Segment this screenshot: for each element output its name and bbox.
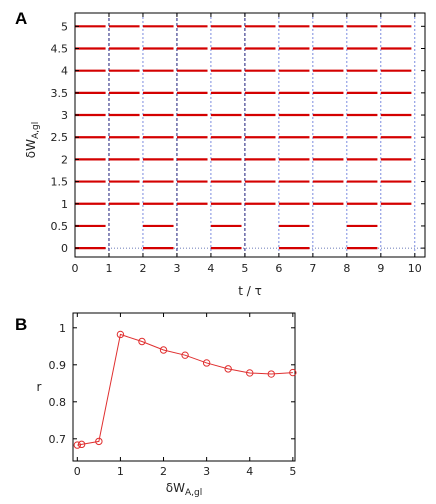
x-tick-label: 0 [74,465,81,478]
data-point [116,330,125,339]
x-tick-label: 2 [139,262,146,275]
y-tick-label: 5 [61,20,68,33]
x-tick-label: 0 [72,262,79,275]
data-point [77,440,86,449]
data-point [202,359,211,367]
x-axis-label: δWA,gl [166,481,202,498]
x-tick-label: 2 [160,465,167,478]
x-tick-label: 4 [246,465,253,478]
x-axis-label: t / τ [238,284,262,298]
x-tick-label: 10 [408,262,422,275]
x-tick-label: 1 [117,465,124,478]
panel-letter-b: B [15,315,27,334]
plot-frame [72,312,296,462]
data-point [95,437,103,446]
y-tick-label: 3 [61,109,68,122]
y-tick-label: 2.5 [51,131,69,144]
x-tick-label: 8 [343,262,350,275]
x-tick-label: 6 [275,262,282,275]
y-tick-label: 0 [61,242,68,255]
x-tick-label: 4 [207,262,214,275]
data-point [73,441,82,449]
data-point [181,351,189,359]
x-tick-label: 5 [241,262,248,275]
plot-frame [74,12,426,258]
y-tick-label: 3.5 [51,87,69,100]
data-point [138,337,146,346]
panel-b-line-chart: B 0 1 2 3 4 5 0.7 0.8 0.9 1 δWA,gl r [15,312,297,498]
x-tick-label: 3 [203,465,210,478]
y-tick-label: 4.5 [51,42,69,55]
x-tick-label: 7 [309,262,316,275]
y-tick-label: 0.9 [49,359,67,372]
y-tick-label: 1.5 [51,176,69,189]
panel-a-raster-chart: A 0 1 2 3 4 5 6 7 8 9 10 0 0.5 1 1.5 2 2.5 3 3.5 4 4.5 5 t / τ δ… [15,9,426,298]
data-point [224,365,232,373]
y-tick-label: 0.8 [49,396,67,409]
y-tick-label: 4 [61,65,68,78]
y-tick-label: 1 [59,322,66,335]
x-tick-label: 1 [105,262,112,275]
data-point [267,370,275,378]
data-point [289,368,297,377]
y-tick-label: 1 [61,198,68,211]
x-tick-label: 5 [289,465,296,478]
data-point [159,346,168,354]
y-tick-label: 2 [61,153,68,166]
data-point [246,369,254,377]
x-tick-label: 3 [173,262,180,275]
x-tick-label: 9 [377,262,384,275]
y-tick-label: 0.5 [51,220,69,233]
series-line [77,333,293,446]
y-axis-label: r [37,380,42,394]
panel-letter-a: A [15,9,27,28]
y-axis-label: δWA,gl [24,122,41,158]
y-tick-label: 0.7 [49,433,67,446]
